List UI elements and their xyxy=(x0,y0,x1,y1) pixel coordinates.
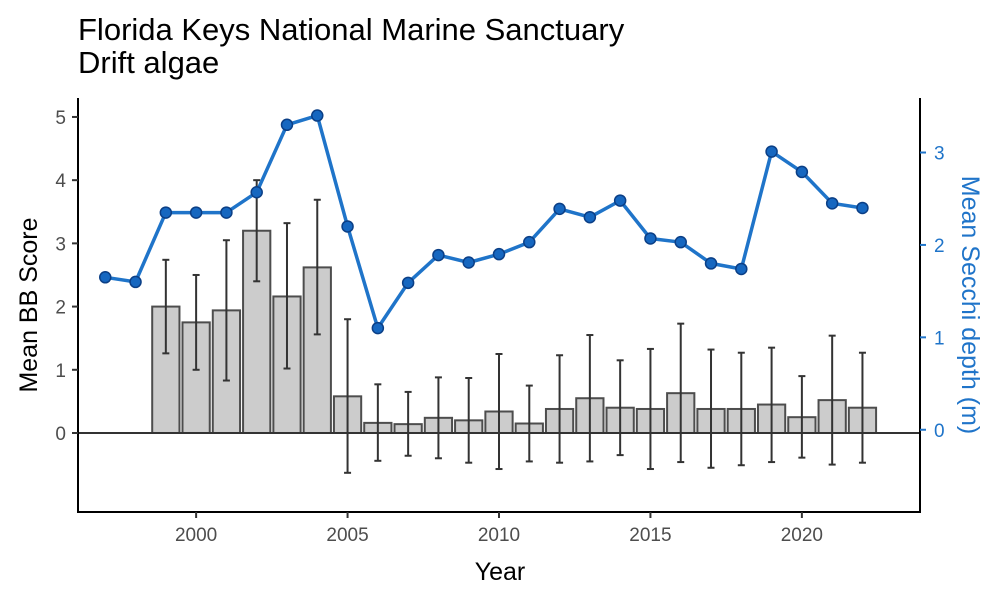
secchi-point xyxy=(735,262,748,276)
y2-tick-label: 3 xyxy=(934,144,945,165)
x-tick-label: 2005 xyxy=(326,525,368,546)
secchi-point xyxy=(311,109,324,122)
secchi-point xyxy=(765,145,778,158)
y-tick-label: 2 xyxy=(55,298,66,319)
secchi-point xyxy=(129,275,142,289)
secchi-point xyxy=(250,186,263,199)
y2-axis-title: Mean Secchi depth (m) xyxy=(956,176,984,434)
secchi-point xyxy=(704,257,718,270)
secchi-point xyxy=(432,248,445,262)
secchi-point xyxy=(523,235,536,249)
y-tick-label: 5 xyxy=(55,108,66,129)
y2-tick-label: 0 xyxy=(934,421,945,442)
plot-area: 2000 2005 2010 2015 2020 0 1 2 3 4 5 0 1 2 3 xyxy=(55,98,945,546)
secchi-point xyxy=(401,276,415,290)
secchi-point xyxy=(613,194,627,207)
y2-tick-label: 1 xyxy=(934,328,945,349)
x-tick-label: 2000 xyxy=(175,525,217,546)
secchi-point xyxy=(674,235,687,249)
secchi-point xyxy=(583,210,597,224)
chart-title: Florida Keys National Marine Sanctuary xyxy=(78,12,625,47)
secchi-point xyxy=(825,197,839,210)
x-tick-label: 2020 xyxy=(781,525,823,546)
secchi-point xyxy=(795,165,809,179)
x-tick-label: 2015 xyxy=(629,525,671,546)
x-tick-label: 2010 xyxy=(478,525,520,546)
secchi-point xyxy=(159,206,173,219)
secchi-point xyxy=(553,202,566,216)
secchi-point xyxy=(341,220,354,233)
secchi-point xyxy=(462,256,475,269)
secchi-point xyxy=(280,118,294,132)
secchi-point xyxy=(856,201,869,215)
x-axis-title: Year xyxy=(475,558,526,586)
y-axis-title: Mean BB Score xyxy=(15,217,43,392)
chart-subtitle: Drift algae xyxy=(78,45,219,80)
secchi-point xyxy=(220,206,233,219)
secchi-point xyxy=(99,271,112,284)
secchi-point xyxy=(189,206,203,219)
y-tick-label: 1 xyxy=(55,361,66,382)
y-tick-label: 3 xyxy=(55,234,66,255)
secchi-point xyxy=(371,321,385,335)
secchi-point xyxy=(492,247,506,261)
y2-tick-label: 2 xyxy=(934,236,945,257)
y-tick-label: 4 xyxy=(55,171,66,192)
secchi-point xyxy=(644,232,657,245)
bar xyxy=(242,229,272,434)
secchi-line xyxy=(105,113,863,330)
y-tick-label: 0 xyxy=(55,424,66,445)
